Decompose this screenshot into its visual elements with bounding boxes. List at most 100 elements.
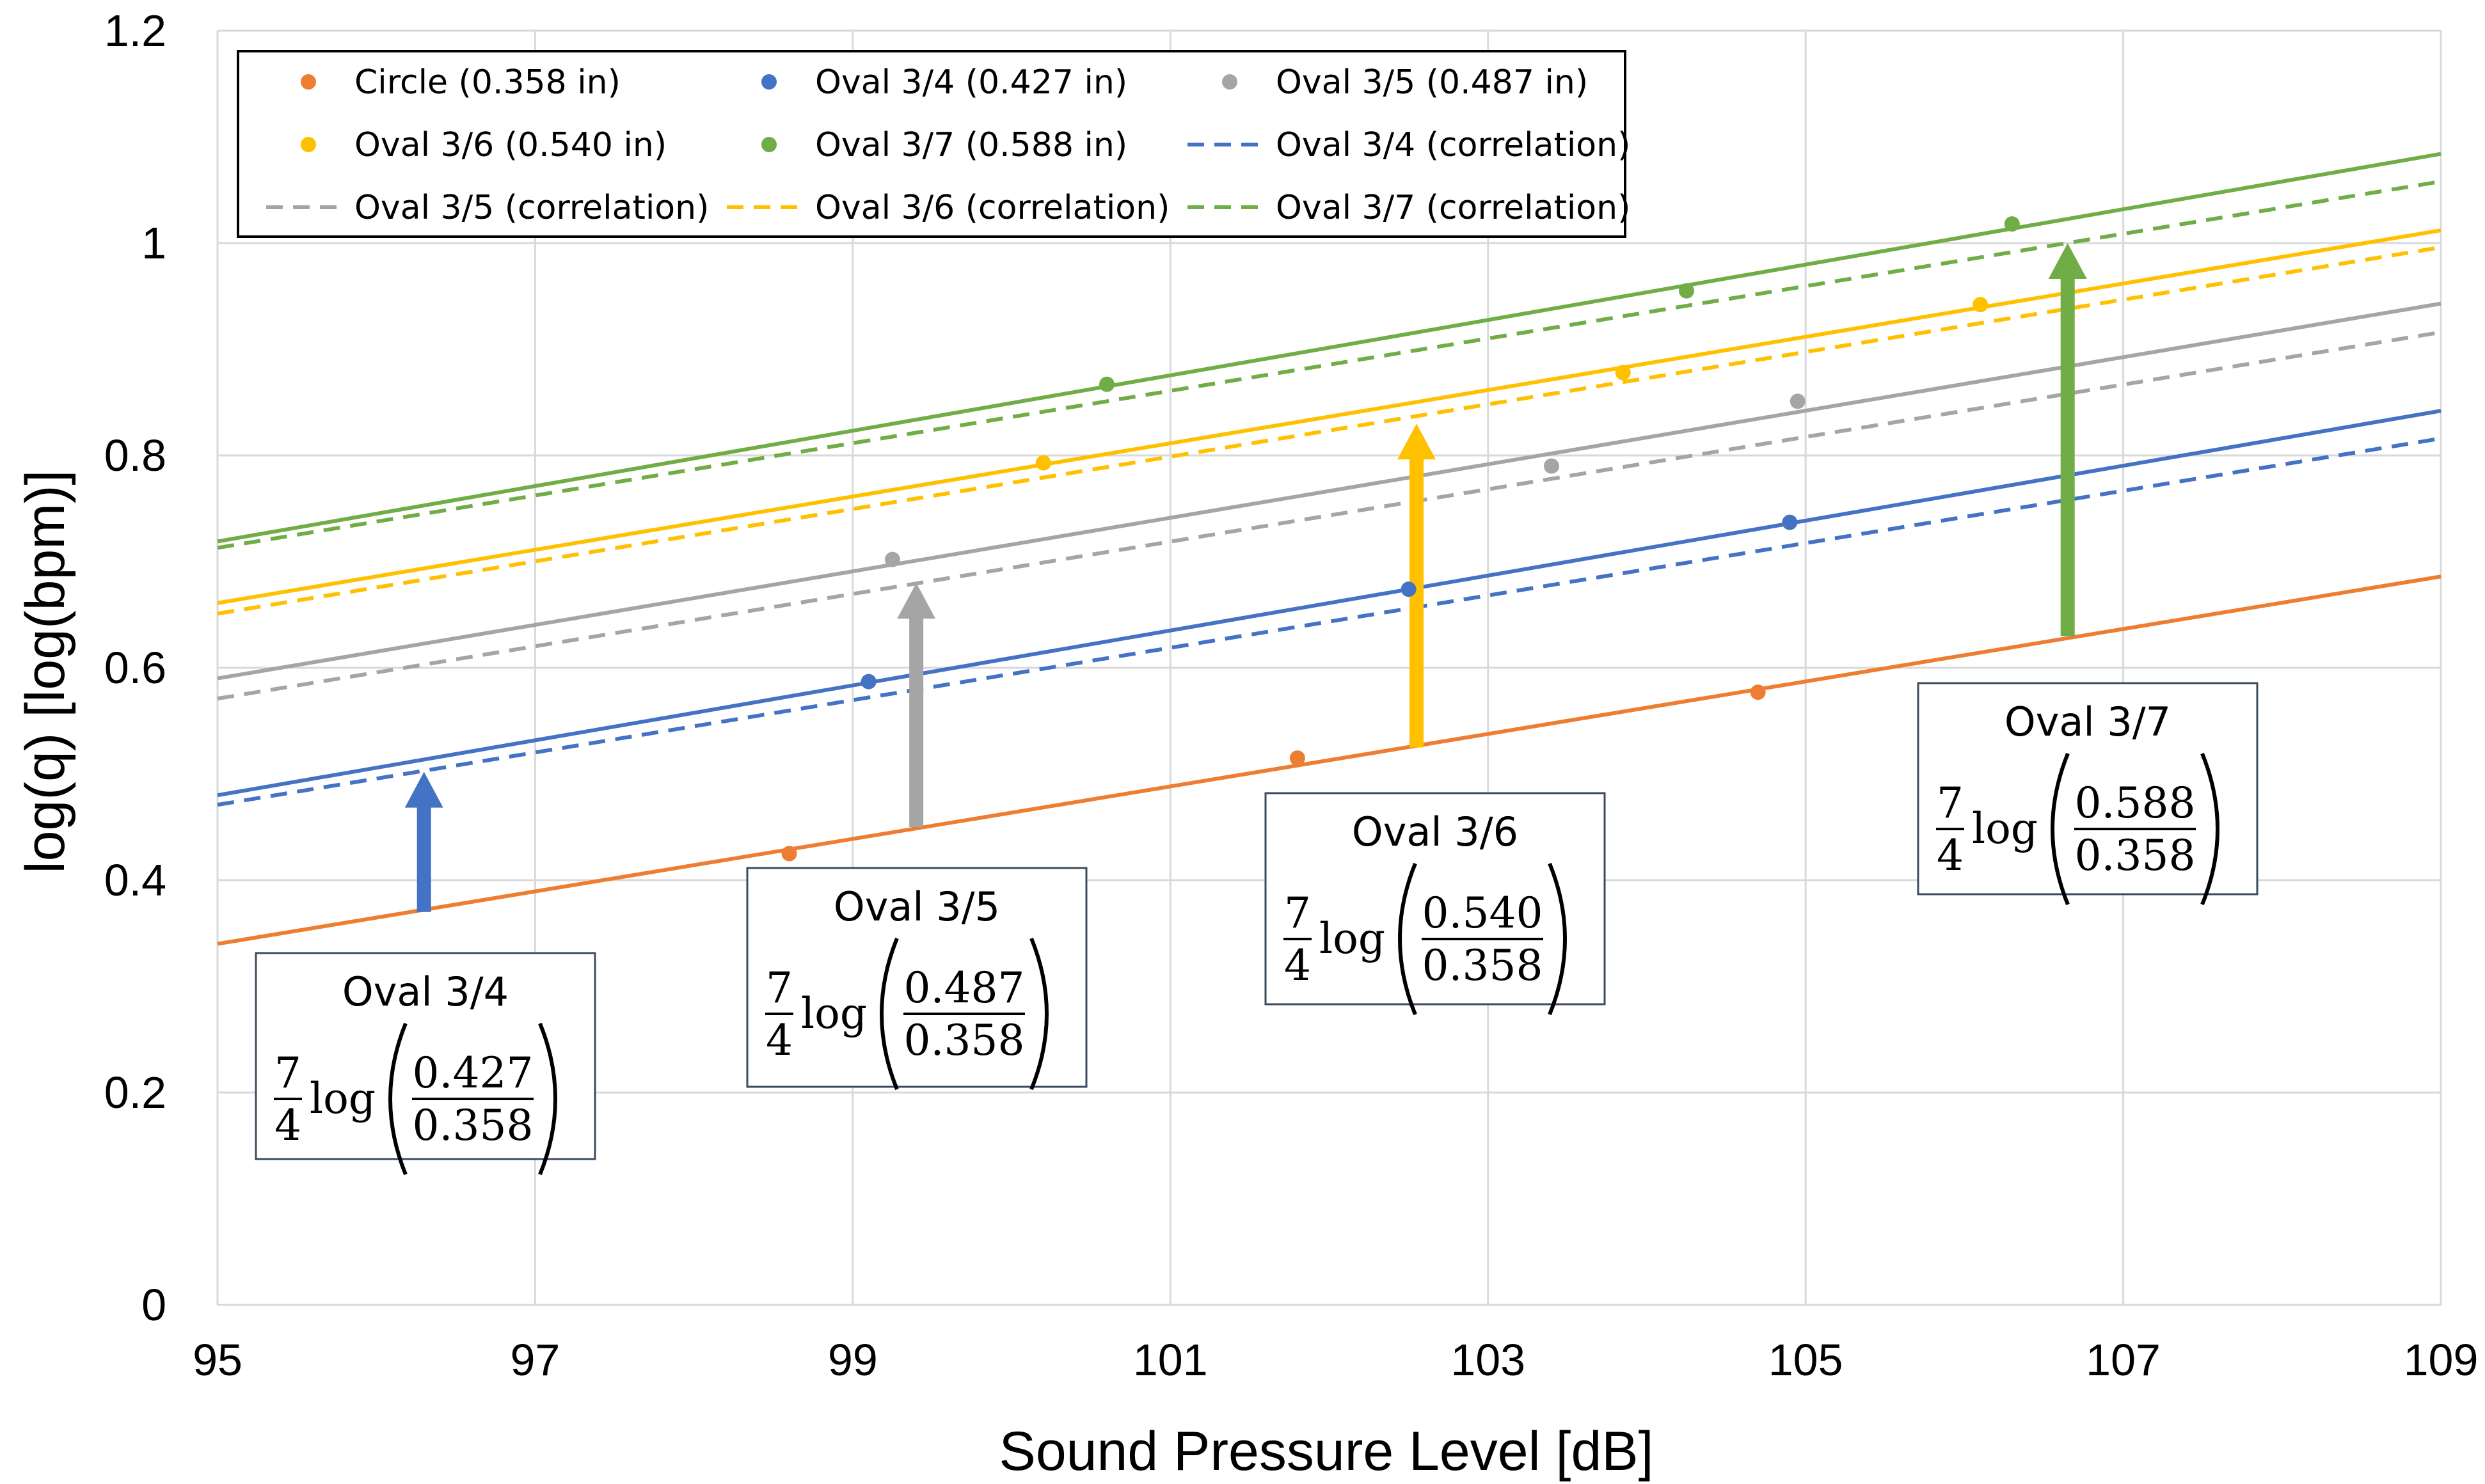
fraction-denominator: 4 [766, 1016, 793, 1065]
x-tick-label: 97 [510, 1335, 560, 1385]
oval37-arrow [2048, 243, 2087, 636]
legend-label: Oval 3/7 (0.588 in) [815, 126, 1127, 164]
log-label: log [801, 989, 867, 1038]
left-parenthesis [1398, 862, 1417, 1016]
oval36-arrow [1397, 423, 1436, 748]
legend-marker-dot [301, 74, 316, 90]
oval37-data-point [1099, 376, 1115, 392]
x-tick-label: 105 [1768, 1335, 1843, 1385]
log-label: log [1972, 804, 2038, 853]
legend-marker-dot [761, 74, 777, 90]
oval35-arrow [897, 583, 936, 827]
x-tick-label: 101 [1133, 1335, 1208, 1385]
y-tick-label: 0.8 [104, 430, 166, 480]
arrows [404, 243, 2087, 912]
fraction-denominator: 4 [274, 1101, 301, 1150]
circle-data-point [1750, 684, 1766, 700]
ratio-denominator: 0.358 [904, 1016, 1025, 1065]
legend-marker-dot [761, 137, 777, 152]
legend-marker-dot [1222, 74, 1237, 90]
ratio-denominator: 0.358 [2075, 831, 2196, 880]
left-parenthesis [2051, 752, 2070, 906]
annotation-title: Oval 3/5 [834, 883, 1000, 930]
oval34-data-point [1401, 581, 1417, 597]
oval34-data-point [861, 674, 877, 690]
annotation-title: Oval 3/4 [342, 968, 509, 1015]
left-parenthesis [388, 1022, 408, 1176]
fraction-numerator: 7 [1284, 888, 1311, 938]
y-axis-title: log(q) [log(bpm)] [15, 470, 76, 874]
x-tick-label: 99 [828, 1335, 878, 1385]
x-axis-title: Sound Pressure Level [dB] [999, 1421, 1653, 1482]
legend-item: Oval 3/4 (correlation) [1187, 126, 1630, 164]
right-parenthesis [538, 1022, 557, 1176]
right-parenthesis [1548, 862, 1567, 1016]
circle-trendline [217, 574, 2441, 946]
legend-label: Oval 3/4 (correlation) [1276, 126, 1630, 164]
oval36-data-point [1035, 455, 1051, 471]
oval34-data-point [1782, 514, 1798, 530]
legend-item: Oval 3/5 (0.487 in) [1222, 63, 1588, 102]
ratio-denominator: 0.358 [1422, 941, 1543, 990]
legend-item: Circle (0.358 in) [301, 63, 621, 102]
y-tick-label: 0 [141, 1280, 166, 1330]
axes: 95 97 99 101 103 105 107 109 0 0.2 0.4 0.6 0.8 1 1.2 [104, 6, 2479, 1385]
fraction-numerator: 7 [766, 963, 793, 1013]
y-tick-label: 0.6 [104, 643, 166, 693]
right-parenthesis [2200, 752, 2219, 906]
ratio-numerator: 0.540 [1422, 888, 1543, 938]
oval35-data-point [884, 551, 900, 567]
ratio-numerator: 0.588 [2075, 778, 2196, 828]
log-label: log [310, 1074, 376, 1123]
x-tick-label: 109 [2404, 1335, 2479, 1385]
legend-item: Oval 3/6 (0.540 in) [301, 126, 667, 164]
circle-data-point [1289, 750, 1305, 766]
legend-box [237, 50, 1626, 238]
legend-item: Oval 3/7 (correlation) [1187, 189, 1630, 227]
oval35-data-point [1544, 458, 1559, 474]
right-parenthesis [1029, 937, 1049, 1091]
x-tick-label: 103 [1450, 1335, 1525, 1385]
legend-label: Circle (0.358 in) [354, 63, 621, 102]
annotation-box [1917, 682, 2259, 896]
legend-marker-dot [301, 137, 316, 152]
oval35-data-point [1790, 393, 1806, 409]
y-tick-label: 1.2 [104, 6, 166, 56]
legend: Circle (0.358 in) Oval 3/4 (0.427 in) Oval… [237, 50, 1630, 238]
legend-label: Oval 3/6 (0.540 in) [354, 126, 667, 164]
ratio-numerator: 0.487 [904, 963, 1025, 1013]
legend-label: Oval 3/5 (correlation) [354, 189, 709, 227]
legend-label: Oval 3/7 (correlation) [1276, 189, 1630, 227]
annotation-box [746, 867, 1088, 1088]
circle-data-point [781, 846, 797, 862]
fraction-denominator: 4 [1937, 831, 1964, 880]
y-tick-label: 0.2 [104, 1068, 166, 1117]
ratio-numerator: 0.427 [413, 1048, 534, 1098]
legend-item: Oval 3/4 (0.427 in) [761, 63, 1127, 102]
left-parenthesis [880, 937, 899, 1091]
oval37-trendline [217, 152, 2441, 544]
legend-label: Oval 3/6 (correlation) [815, 189, 1170, 227]
legend-item: Oval 3/6 (correlation) [727, 189, 1170, 227]
data-points [781, 216, 2020, 862]
legend-item: Oval 3/5 (correlation) [266, 189, 709, 227]
y-tick-label: 1 [141, 218, 166, 268]
log-label: log [1319, 914, 1385, 963]
annotation-box [1264, 792, 1606, 1006]
annotation-box [255, 952, 596, 1160]
legend-label: Oval 3/5 (0.487 in) [1276, 63, 1588, 102]
oval37-data-point [1678, 283, 1694, 299]
x-tick-label: 107 [2086, 1335, 2161, 1385]
annotation-title: Oval 3/6 [1352, 809, 1518, 855]
x-tick-label: 95 [193, 1335, 242, 1385]
fraction-numerator: 7 [1937, 778, 1964, 828]
ratio-denominator: 0.358 [413, 1101, 534, 1150]
oval36-data-point [1973, 297, 1989, 313]
y-tick-label: 0.4 [104, 855, 166, 905]
